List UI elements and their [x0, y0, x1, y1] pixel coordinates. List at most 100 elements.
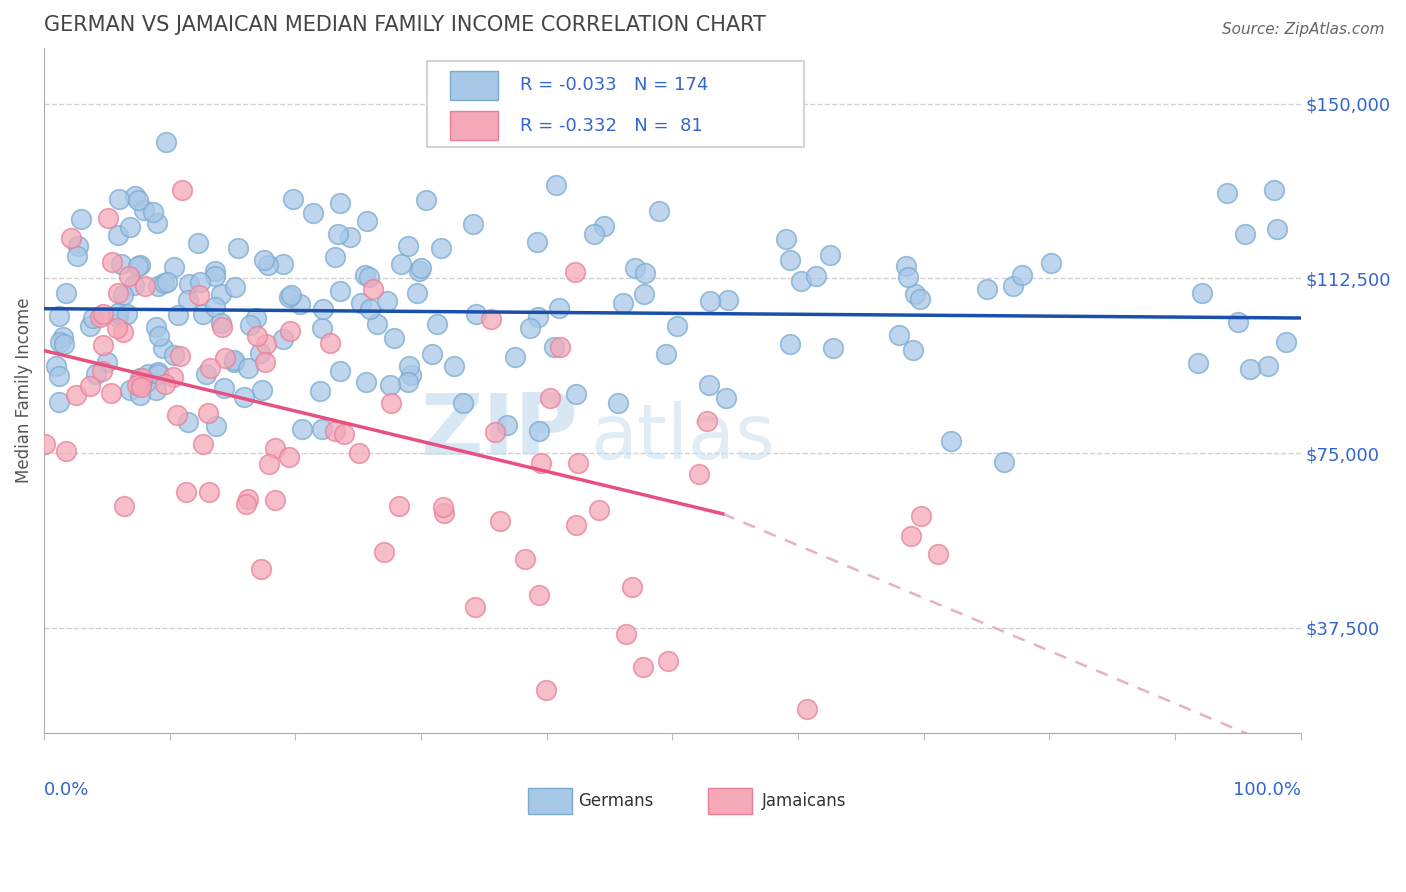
Point: [614, 627, 637, 641]
Point: [204, 264, 226, 278]
Point: [547, 301, 569, 316]
Point: [146, 278, 169, 293]
Point: [166, 409, 188, 423]
Point: [900, 528, 922, 542]
Point: [176, 415, 198, 429]
Point: [97, 211, 120, 226]
Point: [235, 497, 257, 511]
Point: [430, 241, 453, 255]
Point: [484, 425, 506, 439]
Point: [612, 296, 634, 310]
Text: R = -0.033   N = 174: R = -0.033 N = 174: [520, 77, 709, 95]
Point: [211, 320, 233, 334]
Point: [319, 336, 342, 351]
Point: [461, 217, 484, 231]
Text: 0.0%: 0.0%: [44, 780, 90, 799]
Point: [115, 307, 138, 321]
Point: [226, 241, 249, 255]
Point: [177, 277, 200, 291]
Point: [665, 318, 688, 333]
Point: [79, 378, 101, 392]
Point: [48, 335, 70, 350]
Point: [48, 309, 70, 323]
Point: [696, 414, 718, 428]
Point: [396, 375, 419, 389]
Point: [53, 336, 76, 351]
Point: [197, 484, 219, 499]
Point: [66, 249, 89, 263]
Point: [489, 514, 512, 528]
Point: [323, 251, 346, 265]
Point: [443, 359, 465, 374]
Point: [657, 654, 679, 668]
Point: [408, 264, 430, 278]
Point: [96, 355, 118, 369]
Text: atlas: atlas: [591, 401, 776, 475]
Point: [290, 422, 312, 436]
Point: [264, 442, 287, 456]
Point: [204, 268, 226, 283]
FancyBboxPatch shape: [707, 789, 752, 814]
Point: [197, 406, 219, 420]
Text: R = -0.332   N =  81: R = -0.332 N = 81: [520, 117, 703, 135]
Point: [311, 301, 333, 316]
Point: [583, 227, 606, 241]
Point: [59, 230, 82, 244]
Text: 100.0%: 100.0%: [1233, 780, 1301, 799]
Point: [66, 239, 89, 253]
Point: [311, 320, 333, 334]
Point: [426, 317, 449, 331]
Point: [174, 485, 197, 500]
Point: [278, 324, 301, 338]
Point: [100, 255, 122, 269]
Point: [464, 599, 486, 614]
Point: [655, 347, 678, 361]
Point: [1040, 256, 1063, 270]
Point: [253, 253, 276, 268]
Point: [366, 317, 388, 331]
Point: [222, 353, 245, 368]
Point: [633, 659, 655, 673]
Point: [191, 437, 214, 451]
Point: [155, 135, 177, 149]
Point: [204, 301, 226, 315]
Point: [188, 276, 211, 290]
Point: [257, 258, 280, 272]
Point: [288, 297, 311, 311]
Point: [927, 547, 949, 561]
Point: [775, 232, 797, 246]
Text: ZIP: ZIP: [420, 390, 578, 473]
Point: [538, 391, 561, 405]
Point: [120, 383, 142, 397]
Point: [281, 192, 304, 206]
Point: [378, 377, 401, 392]
Point: [588, 502, 610, 516]
Point: [1263, 183, 1285, 197]
Point: [224, 280, 246, 294]
Point: [904, 287, 927, 301]
Point: [530, 456, 553, 470]
Point: [55, 444, 77, 458]
Point: [607, 395, 630, 409]
Point: [222, 355, 245, 369]
Text: GERMAN VS JAMAICAN MEDIAN FAMILY INCOME CORRELATION CHART: GERMAN VS JAMAICAN MEDIAN FAMILY INCOME …: [44, 15, 766, 35]
Point: [129, 371, 152, 385]
Point: [309, 384, 332, 398]
Point: [592, 219, 614, 233]
Point: [278, 290, 301, 304]
Point: [107, 285, 129, 300]
Point: [239, 318, 262, 332]
Point: [333, 427, 356, 442]
Y-axis label: Median Family Income: Median Family Income: [15, 298, 32, 483]
Point: [82, 311, 104, 326]
Point: [153, 376, 176, 391]
Point: [107, 227, 129, 242]
Point: [889, 328, 911, 343]
Point: [246, 328, 269, 343]
Point: [993, 454, 1015, 468]
Point: [373, 544, 395, 558]
Point: [1187, 356, 1209, 370]
Point: [100, 385, 122, 400]
Point: [624, 260, 647, 275]
Point: [132, 203, 155, 218]
